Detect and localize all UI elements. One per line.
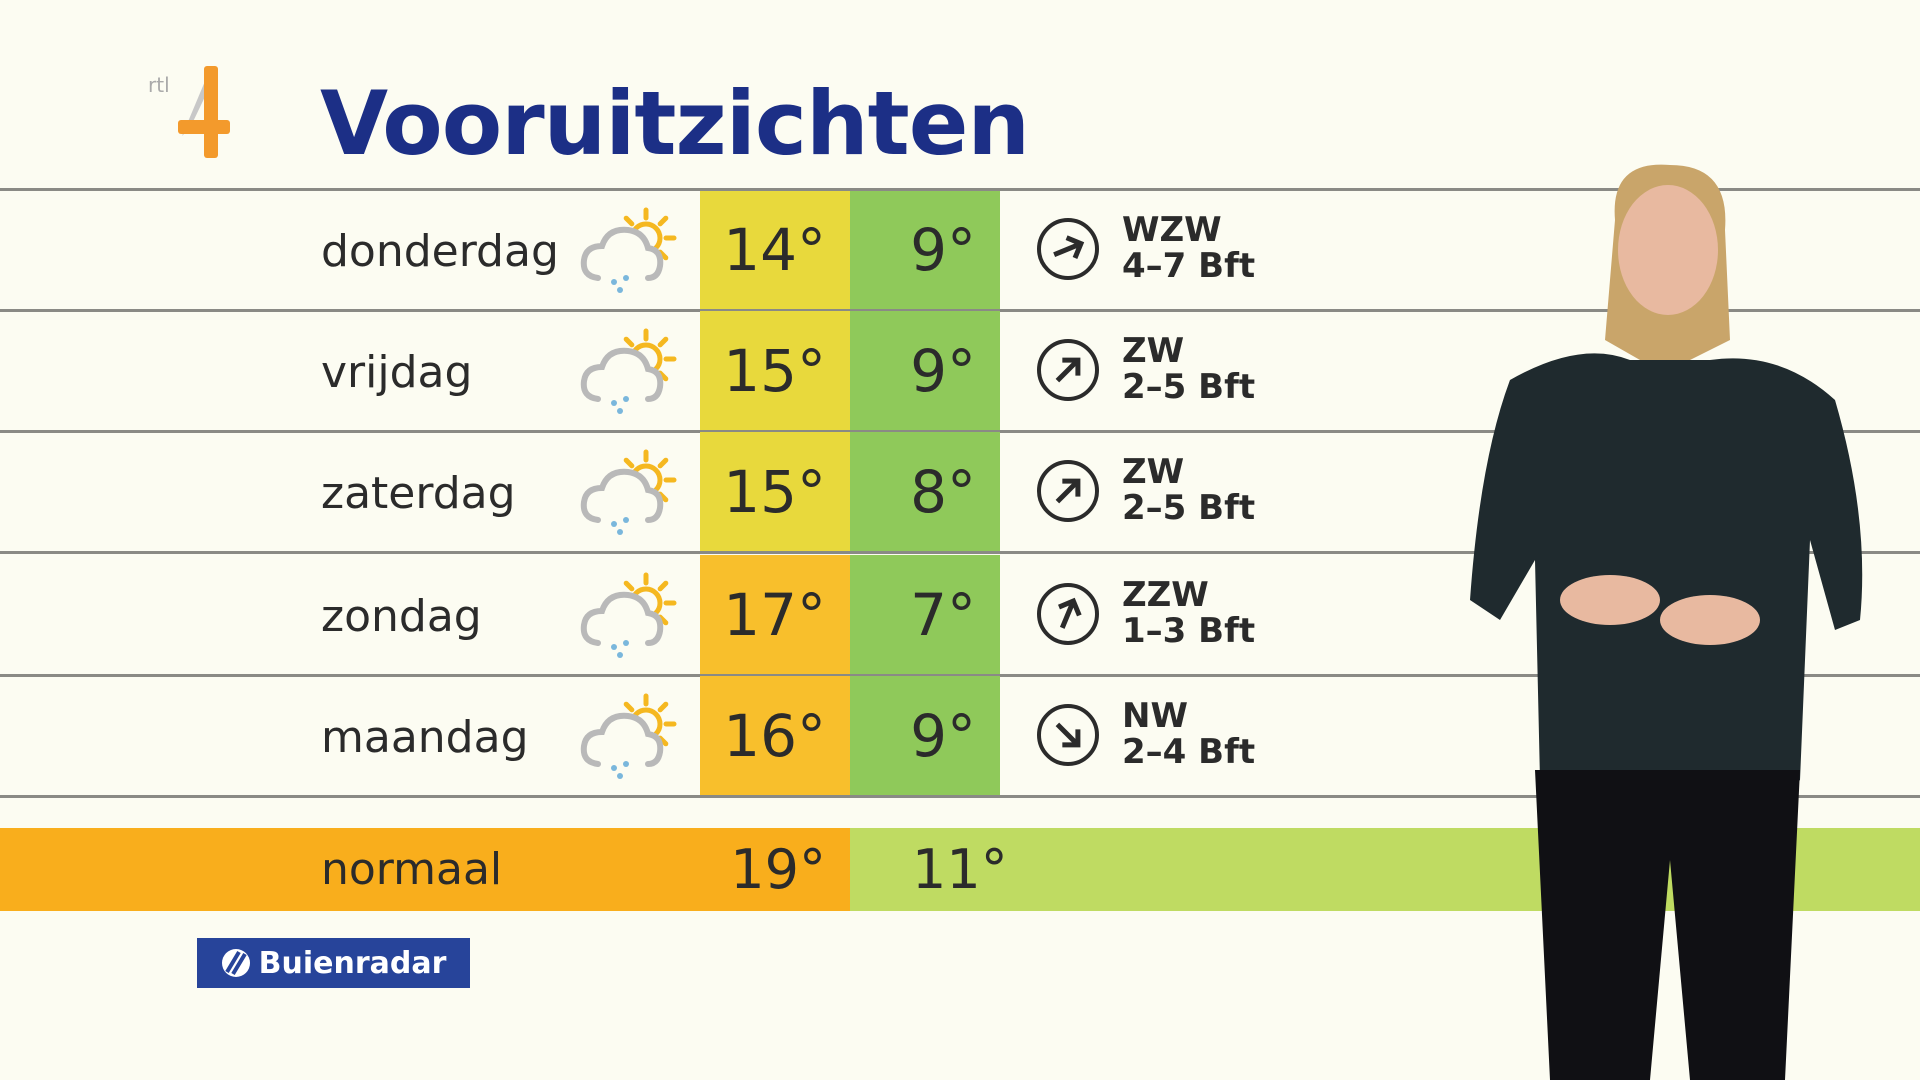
max-temp: 15° bbox=[700, 311, 850, 432]
day-label: vrijdag bbox=[321, 347, 473, 398]
sponsor-label: Buienradar bbox=[258, 945, 447, 981]
wind-force: 4–7 Bft bbox=[1122, 246, 1256, 286]
wind-direction: WZW bbox=[1122, 210, 1222, 250]
divider bbox=[0, 430, 1920, 433]
min-temp: 9° bbox=[850, 190, 1000, 311]
rtl4-logo: rtl bbox=[148, 66, 230, 158]
divider bbox=[0, 551, 1920, 554]
max-temp: 15° bbox=[700, 432, 850, 553]
page-title: Vooruitzichten bbox=[320, 72, 1030, 175]
max-temp: 14° bbox=[700, 190, 850, 311]
day-label: zaterdag bbox=[321, 468, 516, 519]
presenter-figure bbox=[1470, 164, 1863, 1080]
wind-direction: ZW bbox=[1122, 331, 1185, 371]
divider bbox=[0, 795, 1920, 798]
min-temp: 9° bbox=[850, 311, 1000, 432]
wind-arrow-icon bbox=[1037, 460, 1099, 522]
day-label: maandag bbox=[321, 712, 529, 763]
cloud-sun-rain-icon bbox=[580, 449, 677, 535]
buienradar-logo: Buienradar bbox=[197, 938, 470, 988]
day-label: donderdag bbox=[321, 226, 559, 277]
wind-force: 2–5 Bft bbox=[1122, 367, 1256, 407]
cloud-sun-rain-icon bbox=[580, 693, 677, 779]
cloud-sun-rain-icon bbox=[580, 207, 677, 293]
normal-max-band bbox=[0, 828, 850, 911]
divider bbox=[0, 674, 1920, 677]
normal-label: normaal bbox=[321, 844, 503, 895]
wind-force: 2–4 Bft bbox=[1122, 732, 1256, 772]
day-label: zondag bbox=[321, 591, 482, 642]
divider bbox=[0, 188, 1920, 191]
forecast-row: vrijdag 15° 9° ZW 2–5 Bft bbox=[0, 311, 1920, 432]
min-temp: 7° bbox=[850, 555, 1000, 676]
max-temp: 17° bbox=[700, 555, 850, 676]
wind-arrow-icon bbox=[1037, 583, 1099, 645]
max-temp: 16° bbox=[700, 676, 850, 797]
svg-text:rtl: rtl bbox=[148, 73, 170, 97]
min-temp: 8° bbox=[850, 432, 1000, 553]
normal-max-temp: 19° bbox=[730, 838, 826, 901]
wind-direction: ZZW bbox=[1122, 575, 1209, 615]
divider bbox=[0, 309, 1920, 312]
forecast-row: zondag 17° 7° ZZW 1–3 Bft bbox=[0, 555, 1920, 676]
wind-force: 1–3 Bft bbox=[1122, 611, 1256, 651]
wind-arrow-icon bbox=[1037, 704, 1099, 766]
wind-force: 2–5 Bft bbox=[1122, 488, 1256, 528]
wind-direction: NW bbox=[1122, 696, 1188, 736]
cloud-sun-rain-icon bbox=[580, 328, 677, 414]
buienradar-mark-icon bbox=[221, 949, 250, 977]
cloud-sun-rain-icon bbox=[580, 572, 677, 658]
wind-arrow-icon bbox=[1037, 218, 1099, 280]
min-temp: 9° bbox=[850, 676, 1000, 797]
forecast-row: maandag 16° 9° NW 2–4 Bft bbox=[0, 676, 1920, 797]
wind-direction: ZW bbox=[1122, 452, 1185, 492]
forecast-row: donderdag 14° 9° WZW 4–7 Bft bbox=[0, 190, 1920, 311]
wind-arrow-icon bbox=[1037, 339, 1099, 401]
forecast-row: zaterdag 15° 8° ZW 2–5 Bft bbox=[0, 432, 1920, 553]
normal-min-temp: 11° bbox=[912, 838, 1008, 901]
